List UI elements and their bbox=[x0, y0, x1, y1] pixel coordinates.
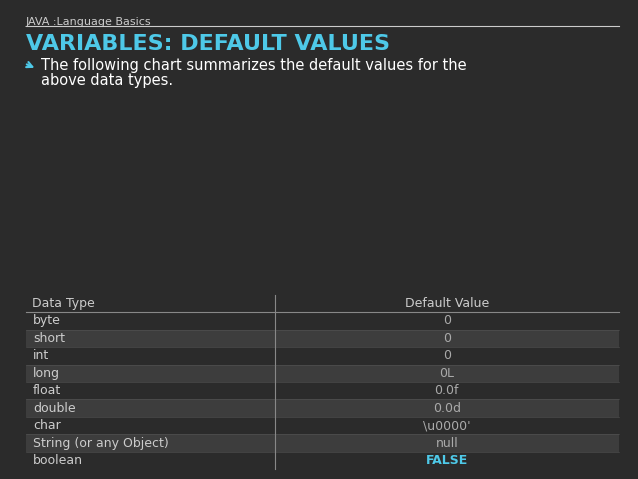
Text: char: char bbox=[33, 419, 61, 432]
Text: boolean: boolean bbox=[33, 454, 83, 467]
FancyBboxPatch shape bbox=[26, 452, 619, 469]
Text: JAVA :Language Basics: JAVA :Language Basics bbox=[26, 17, 151, 27]
Text: FALSE: FALSE bbox=[426, 454, 468, 467]
Text: 0: 0 bbox=[443, 349, 451, 362]
Text: Data Type: Data Type bbox=[32, 297, 94, 310]
FancyBboxPatch shape bbox=[26, 330, 619, 347]
Text: \u0000': \u0000' bbox=[423, 419, 471, 432]
FancyBboxPatch shape bbox=[26, 417, 619, 434]
FancyBboxPatch shape bbox=[26, 347, 619, 365]
FancyBboxPatch shape bbox=[26, 312, 619, 330]
Text: 0L: 0L bbox=[440, 367, 454, 380]
Text: above data types.: above data types. bbox=[41, 73, 174, 88]
Text: double: double bbox=[33, 402, 76, 415]
Text: 0.0d: 0.0d bbox=[433, 402, 461, 415]
Text: 0.0f: 0.0f bbox=[434, 384, 459, 397]
Text: The following chart summarizes the default values for the: The following chart summarizes the defau… bbox=[41, 58, 467, 73]
Text: byte: byte bbox=[33, 314, 61, 327]
Text: float: float bbox=[33, 384, 61, 397]
FancyBboxPatch shape bbox=[26, 399, 619, 417]
Text: null: null bbox=[435, 437, 458, 450]
Text: 0: 0 bbox=[443, 332, 451, 345]
Text: 0: 0 bbox=[443, 314, 451, 327]
Text: VARIABLES: DEFAULT VALUES: VARIABLES: DEFAULT VALUES bbox=[26, 34, 390, 55]
Text: short: short bbox=[33, 332, 65, 345]
Text: long: long bbox=[33, 367, 60, 380]
Text: int: int bbox=[33, 349, 49, 362]
Text: String (or any Object): String (or any Object) bbox=[33, 437, 169, 450]
FancyBboxPatch shape bbox=[26, 365, 619, 382]
FancyBboxPatch shape bbox=[26, 382, 619, 399]
Text: Default Value: Default Value bbox=[404, 297, 489, 310]
FancyBboxPatch shape bbox=[26, 434, 619, 452]
